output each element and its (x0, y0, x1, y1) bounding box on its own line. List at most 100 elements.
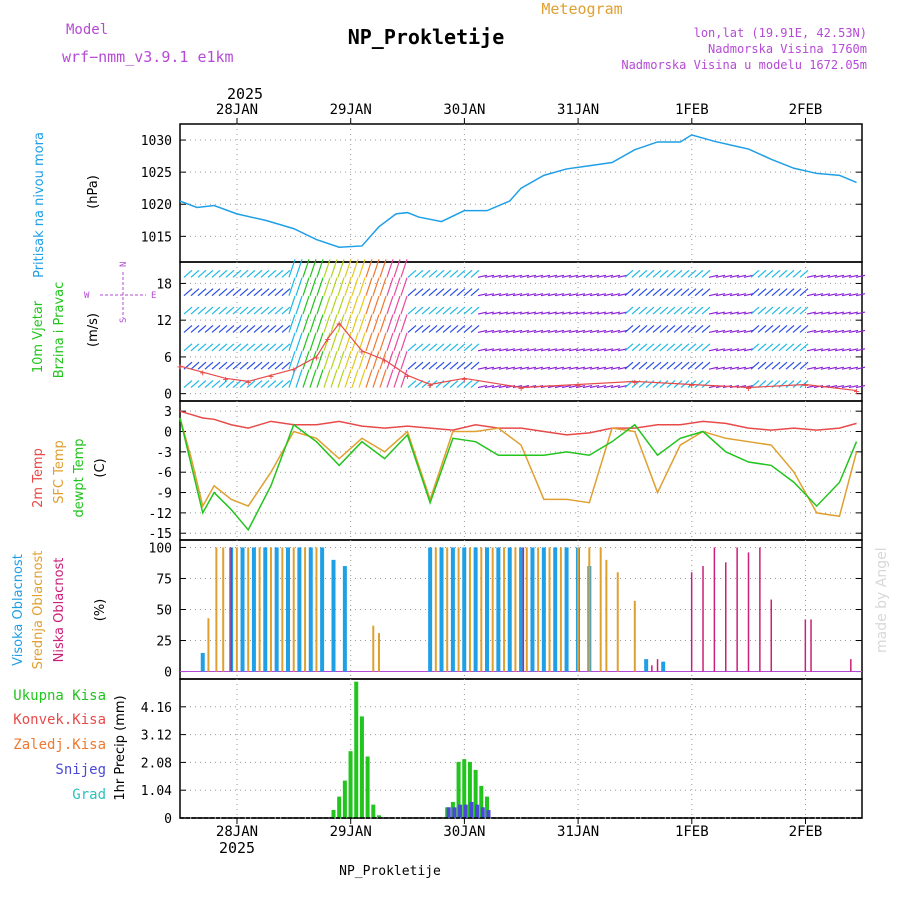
wind-arrow (218, 380, 228, 388)
product-title: Meteogram (541, 0, 622, 18)
wind-arrow (232, 306, 242, 315)
snow-bar (446, 807, 451, 818)
wind-arrow (554, 274, 565, 278)
wind-arrow (428, 306, 438, 315)
wind-arrow (855, 329, 866, 334)
wind-arrow (309, 369, 317, 388)
wind-arrow (211, 380, 221, 388)
wind-arrow (540, 348, 551, 352)
temperature-ytick-label: -3 (156, 446, 172, 461)
wind-arrow (841, 384, 852, 389)
wind-arrow (295, 295, 303, 315)
wind-arrow (589, 366, 600, 370)
wind-arrow (596, 366, 607, 370)
wind-arrow (386, 350, 394, 370)
wind-arrow (701, 288, 711, 297)
wind-arrow (855, 366, 866, 370)
wind-arrow (379, 332, 387, 351)
wind-arrow (806, 293, 817, 297)
low-cloud-bar (770, 599, 772, 672)
xtick-label-top: 31JAN (557, 102, 599, 118)
wind-arrow (295, 350, 303, 370)
wind-arrow (799, 288, 809, 297)
wind-arrow (435, 343, 445, 352)
wind-arrow (750, 324, 760, 333)
high-cloud-bar (342, 566, 347, 672)
wind-arrow (554, 348, 565, 352)
wind-arrow (505, 329, 516, 334)
wind-arrow (631, 343, 641, 352)
wind-arrow (750, 361, 760, 370)
wind-arrow (323, 295, 331, 315)
wind-arrow (267, 269, 277, 278)
wind-arrow (204, 343, 214, 352)
wind-arrow (302, 350, 310, 370)
wind-arrow (526, 348, 537, 352)
wind-arrow (323, 350, 331, 370)
wind-arrow (260, 361, 270, 370)
wind-arrow (379, 314, 387, 333)
wind-speed-marker: + (382, 356, 388, 367)
wind-arrow (715, 366, 726, 370)
wind-arrow (309, 259, 317, 278)
wind-arrow (470, 324, 480, 333)
wind-arrow (617, 384, 628, 389)
wind-arrow (239, 324, 249, 333)
wind-arrow (463, 343, 473, 352)
high-cloud-bar (541, 547, 546, 672)
temperature-ytick-label: -12 (149, 507, 172, 522)
wind-arrow (211, 288, 221, 297)
wind-arrow (603, 311, 614, 315)
wind-speed-marker: + (575, 380, 581, 391)
wind-arrow (848, 311, 859, 315)
wind-arrow (183, 306, 193, 315)
wind-arrow (785, 269, 795, 278)
wind-arrow (701, 361, 711, 370)
wind-arrow (288, 295, 296, 315)
wind-arrow (561, 384, 572, 389)
wind-arrow (365, 369, 373, 388)
wind-arrow (750, 288, 760, 297)
wind-speed-marker: + (200, 368, 206, 379)
wind-arrow (498, 329, 509, 334)
total-precip-bar (371, 804, 376, 818)
wind-arrow (652, 306, 662, 315)
wind-arrow (645, 380, 655, 388)
precip-ytick-label: 2.08 (141, 756, 172, 771)
wind-axis-title-2: Brzina i Pravac (52, 282, 67, 379)
wind-arrow (477, 274, 488, 278)
wind-arrow (190, 380, 200, 388)
temperature-panel: 3 0 -3 -6 -9 -12 -15 (149, 400, 863, 542)
wind-arrow (701, 269, 711, 278)
total-precip-bar (462, 759, 467, 818)
mid-cloud-bar (480, 547, 483, 672)
wind-arrow (463, 306, 473, 315)
wind-arrow (358, 314, 366, 333)
wind-arrow (372, 295, 380, 315)
total-precip-bar (359, 716, 364, 818)
wind-arrow (841, 274, 852, 278)
watermark: made by Angel (874, 547, 890, 653)
pressure-axis-title: Pritisak na nivou mora (32, 132, 47, 278)
wind-arrow (610, 384, 621, 389)
wind-arrow (568, 384, 579, 389)
wind-arrow (526, 311, 537, 315)
wind-speed-marker: + (336, 319, 342, 330)
wind-arrow (260, 269, 270, 278)
station-title: NP_Prokletije (348, 25, 505, 49)
wind-arrow (652, 269, 662, 278)
wind-arrow (463, 361, 473, 370)
wind-arrow (827, 293, 838, 297)
wind-arrow (351, 369, 359, 388)
wind-arrow (806, 311, 817, 315)
elevation-text: Nadmorska Visina 1760m (708, 42, 867, 56)
mid-cloud-bar (235, 547, 238, 672)
wind-arrow (708, 348, 719, 352)
wind-arrow (218, 324, 228, 333)
wind-speed-marker: + (359, 347, 365, 358)
wind-arrow (281, 343, 291, 352)
pressure-panel: 1015 1020 1025 1030 (141, 123, 863, 263)
wind-arrow (190, 343, 200, 352)
wind-arrow (225, 288, 235, 297)
wind-arrow (519, 329, 530, 334)
